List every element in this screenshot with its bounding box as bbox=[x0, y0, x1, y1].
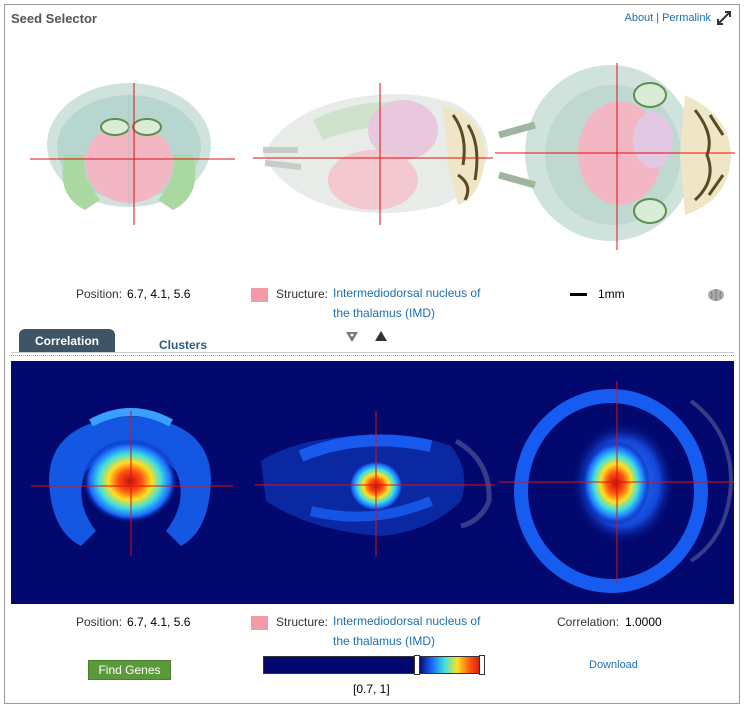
structure-name-line2: the thalamus (IMD) bbox=[333, 306, 436, 320]
range-min-handle[interactable] bbox=[414, 655, 420, 675]
bottom-structure-name-line1: Intermediodorsal nucleus of bbox=[333, 614, 481, 628]
bottom-structure-name-link[interactable]: Intermediodorsal nucleus of the thalamus… bbox=[333, 611, 508, 651]
dotted-divider bbox=[11, 355, 734, 356]
position-label: Position: bbox=[76, 287, 123, 301]
find-genes-button[interactable]: Find Genes bbox=[88, 660, 171, 680]
sagittal-anatomy-view[interactable] bbox=[253, 75, 493, 225]
structure-label: Structure: bbox=[276, 287, 329, 301]
collapse-down-icon[interactable] bbox=[345, 331, 359, 343]
about-link[interactable]: About bbox=[624, 12, 654, 24]
bottom-position-label: Position: bbox=[76, 615, 123, 629]
top-links: About | Permalink bbox=[624, 11, 731, 25]
collapse-up-icon[interactable] bbox=[374, 330, 388, 342]
colorbar-high bbox=[418, 656, 484, 674]
correlation-label: Correlation: bbox=[557, 615, 620, 629]
coronal-anatomy-view[interactable] bbox=[25, 75, 235, 225]
sagittal-correlation-view bbox=[255, 411, 495, 556]
download-link[interactable]: Download bbox=[589, 659, 638, 671]
permalink-link[interactable]: Permalink bbox=[662, 12, 711, 24]
bottom-structure-color-swatch bbox=[251, 616, 268, 630]
link-separator: | bbox=[656, 12, 660, 24]
tab-divider bbox=[11, 352, 734, 353]
structure-name-link[interactable]: Intermediodorsal nucleus of the thalamus… bbox=[333, 283, 508, 323]
position-value: 6.7, 4.1, 5.6 bbox=[127, 287, 191, 301]
bottom-position-value: 6.7, 4.1, 5.6 bbox=[127, 615, 191, 629]
scale-bar bbox=[570, 293, 587, 296]
brain-icon[interactable] bbox=[707, 288, 725, 302]
horizontal-anatomy-view[interactable] bbox=[495, 55, 735, 255]
tab-correlation[interactable]: Correlation bbox=[19, 329, 115, 353]
range-max-handle[interactable] bbox=[479, 655, 485, 675]
coronal-correlation-view bbox=[31, 408, 233, 556]
seed-selector-panel: Seed Selector About | Permalink bbox=[4, 4, 740, 704]
structure-name-line1: Intermediodorsal nucleus of bbox=[333, 286, 481, 300]
correlation-heatmap-panel[interactable] bbox=[11, 361, 734, 604]
structure-color-swatch bbox=[251, 288, 268, 302]
correlation-value: 1.0000 bbox=[625, 615, 662, 629]
bottom-structure-label: Structure: bbox=[276, 615, 329, 629]
range-label: [0.7, 1] bbox=[353, 682, 390, 696]
page-title: Seed Selector bbox=[11, 11, 97, 26]
bottom-structure-name-line2: the thalamus (IMD) bbox=[333, 634, 436, 648]
expand-icon[interactable] bbox=[717, 11, 731, 25]
colorbar-low bbox=[263, 656, 418, 674]
scale-label: 1mm bbox=[598, 287, 625, 301]
tab-clusters[interactable]: Clusters bbox=[158, 338, 208, 352]
horizontal-correlation-view bbox=[499, 381, 734, 593]
